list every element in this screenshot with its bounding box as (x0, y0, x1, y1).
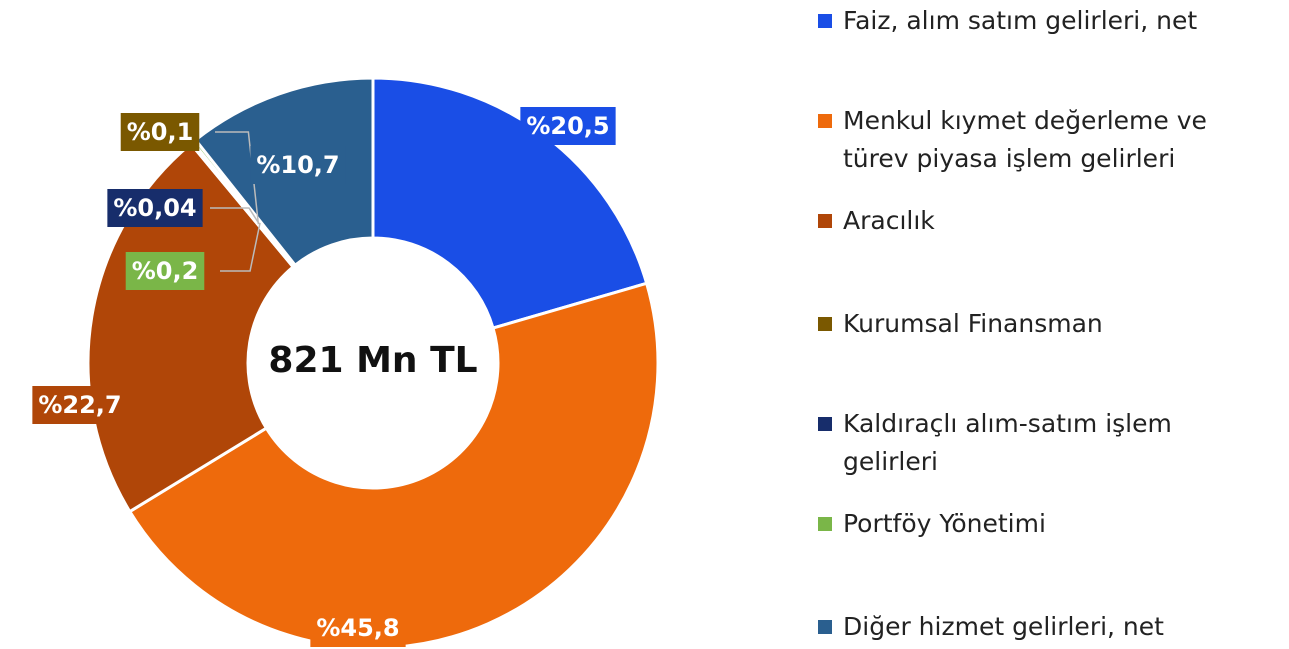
legend-swatch (818, 14, 832, 28)
legend-label: Menkul kıymet değerleme ve türev piyasa … (843, 106, 1207, 173)
legend-label: Portföy Yönetimi (843, 509, 1046, 538)
value-label: %0,04 (113, 194, 196, 222)
value-label-bg (107, 189, 203, 227)
legend-swatch (818, 214, 832, 228)
legend-item: Aracılık (818, 202, 1258, 240)
chart: %20,5 %45,8 %22,7 %0,1 %0,04 %0,2 %10,7 821 Mn … (32, 76, 660, 649)
value-label-bg (250, 146, 346, 184)
slice (127, 281, 660, 649)
legend-swatch (818, 417, 832, 431)
slice (371, 76, 649, 330)
center-label: 821 Mn TL (268, 340, 477, 381)
legend-item: Diğer hizmet gelirleri, net (818, 608, 1258, 646)
value-label: %0,2 (132, 257, 199, 285)
value-label: %10,7 (256, 151, 339, 179)
legend-label: Diğer hizmet gelirleri, net (843, 612, 1164, 641)
value-label-bg (520, 107, 616, 145)
value-label: %22,7 (38, 391, 121, 419)
legend-label: Kurumsal Finansman (843, 309, 1103, 338)
value-label-bg (310, 609, 406, 647)
legend-label: Faiz, alım satım gelirleri, net (843, 6, 1198, 35)
legend-swatch (818, 317, 832, 331)
legend-item: Menkul kıymet değerleme ve türev piyasa … (818, 102, 1258, 178)
value-label-bg (32, 386, 128, 424)
value-label: %20,5 (526, 112, 609, 140)
value-label-bg (125, 252, 205, 290)
value-label-bg (120, 113, 200, 151)
legend-item: Kaldıraçlı alım-satım işlem gelirleri (818, 405, 1258, 481)
legend-label: Aracılık (843, 206, 935, 235)
legend-swatch (818, 620, 832, 634)
leader-line (210, 207, 260, 225)
value-label: %45,8 (316, 614, 399, 642)
legend-label: Kaldıraçlı alım-satım işlem gelirleri (843, 409, 1172, 476)
leader-line (215, 131, 260, 225)
legend-swatch (818, 114, 832, 128)
legend-swatch (818, 517, 832, 531)
value-label: %0,1 (127, 118, 194, 146)
legend-item: Faiz, alım satım gelirleri, net (818, 2, 1258, 40)
legend-item: Portföy Yönetimi (818, 505, 1258, 543)
legend-item: Kurumsal Finansman (818, 305, 1258, 343)
leader-line (220, 222, 261, 272)
